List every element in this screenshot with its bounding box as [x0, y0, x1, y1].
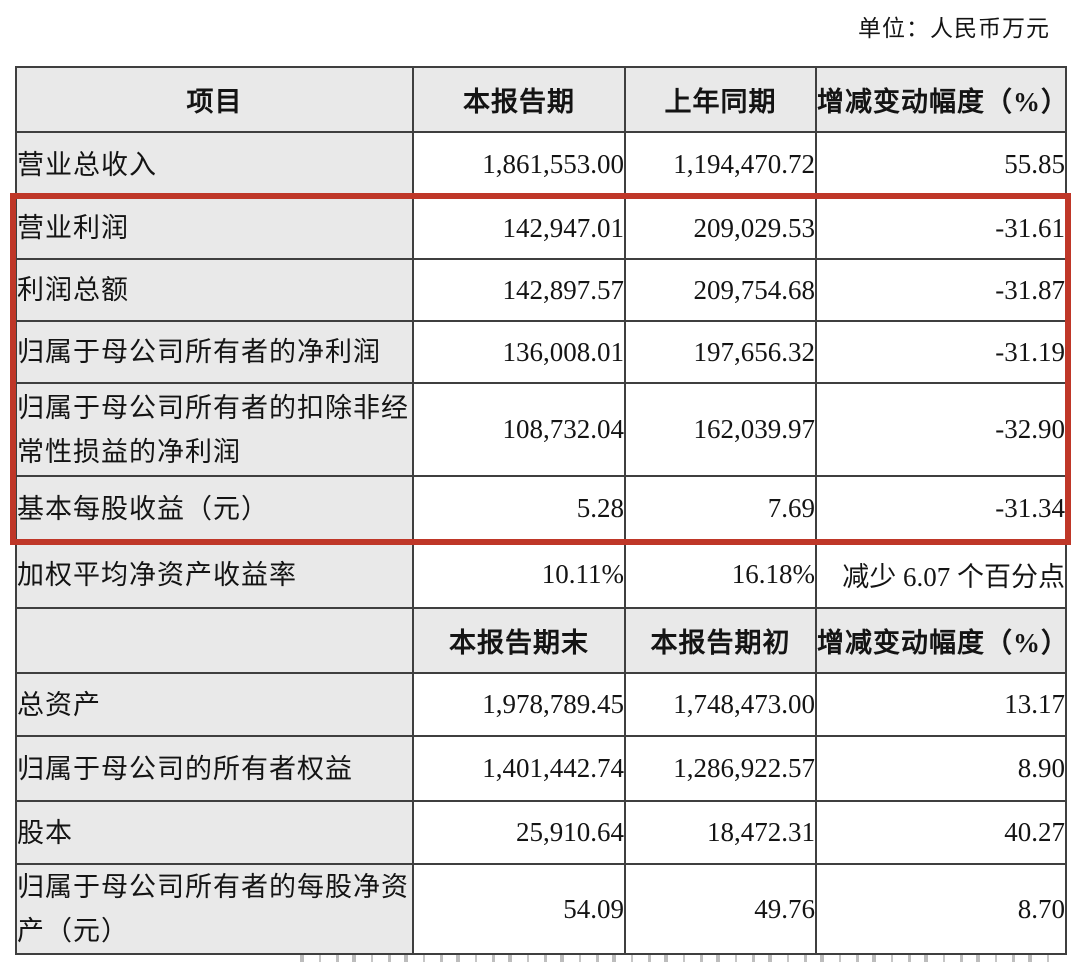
prior-value-cell: 1,194,470.72 [624, 131, 817, 198]
header-change-percent: 增减变动幅度（%） [815, 607, 1067, 674]
table-row-total-revenue: 营业总收入 1,861,553.00 1,194,470.72 55.85 [15, 131, 1067, 198]
table-row-net-profit-excl-nonrecurring: 归属于母公司所有者的扣除非经常性损益的净利润 108,732.04 162,03… [15, 382, 1067, 477]
table-row-net-profit-attributable: 归属于母公司所有者的净利润 136,008.01 197,656.32 -31.… [15, 320, 1067, 384]
table-row-net-assets-per-share: 归属于母公司所有者的每股净资产（元） 54.09 49.76 8.70 [15, 863, 1067, 955]
prior-value-cell: 49.76 [624, 863, 817, 955]
item-cell: 利润总额 [15, 258, 414, 322]
item-cell: 加权平均净资产收益率 [15, 540, 414, 609]
change-value-cell: -31.61 [815, 196, 1067, 260]
table-row-basic-eps: 基本每股收益（元） 5.28 7.69 -31.34 [15, 475, 1067, 542]
table-row-total-assets: 总资产 1,978,789.45 1,748,473.00 13.17 [15, 672, 1067, 737]
current-value-cell: 5.28 [412, 475, 626, 542]
prior-value-cell: 18,472.31 [624, 800, 817, 865]
current-value-cell: 136,008.01 [412, 320, 626, 384]
change-value-cell: 55.85 [815, 131, 1067, 198]
financial-summary-table: 项目 本报告期 上年同期 增减变动幅度（%） 营业总收入 1,861,553.0… [15, 66, 1067, 955]
item-cell: 总资产 [15, 672, 414, 737]
change-value-cell: 13.17 [815, 672, 1067, 737]
current-value-cell: 1,861,553.00 [412, 131, 626, 198]
table-row-weighted-avg-roe: 加权平均净资产收益率 10.11% 16.18% 减少 6.07 个百分点 [15, 540, 1067, 609]
prior-value-cell: 7.69 [624, 475, 817, 542]
clipped-next-line-fragments [300, 955, 1062, 962]
change-value-cell: -32.90 [815, 382, 1067, 477]
header-change-percent: 增减变动幅度（%） [815, 66, 1067, 133]
item-cell: 归属于母公司所有者的净利润 [15, 320, 414, 384]
prior-value-cell: 197,656.32 [624, 320, 817, 384]
unit-label: 单位：人民币万元 [858, 16, 1050, 41]
header-item: 项目 [15, 66, 414, 133]
change-value-cell: -31.87 [815, 258, 1067, 322]
change-value-cell: -31.19 [815, 320, 1067, 384]
table-row-owners-equity: 归属于母公司的所有者权益 1,401,442.74 1,286,922.57 8… [15, 735, 1067, 802]
current-value-cell: 142,897.57 [412, 258, 626, 322]
current-value-cell: 108,732.04 [412, 382, 626, 477]
current-value-cell: 25,910.64 [412, 800, 626, 865]
balance-header-row: 本报告期末 本报告期初 增减变动幅度（%） [15, 607, 1067, 674]
item-cell: 营业总收入 [15, 131, 414, 198]
header-current-period: 本报告期 [412, 66, 626, 133]
table-row-total-profit: 利润总额 142,897.57 209,754.68 -31.87 [15, 258, 1067, 322]
item-cell: 基本每股收益（元） [15, 475, 414, 542]
prior-value-cell: 162,039.97 [624, 382, 817, 477]
prior-value-cell: 1,286,922.57 [624, 735, 817, 802]
item-cell: 营业利润 [15, 196, 414, 260]
change-value-cell: 减少 6.07 个百分点 [815, 540, 1067, 609]
change-value-cell: 8.70 [815, 863, 1067, 955]
change-value-cell: 8.90 [815, 735, 1067, 802]
prior-value-cell: 209,754.68 [624, 258, 817, 322]
prior-value-cell: 16.18% [624, 540, 817, 609]
item-cell: 归属于母公司所有者的扣除非经常性损益的净利润 [15, 382, 414, 477]
change-value-cell: 40.27 [815, 800, 1067, 865]
current-value-cell: 10.11% [412, 540, 626, 609]
period-header-row: 项目 本报告期 上年同期 增减变动幅度（%） [15, 66, 1067, 133]
current-value-cell: 54.09 [412, 863, 626, 955]
item-cell: 归属于母公司的所有者权益 [15, 735, 414, 802]
header-period-begin: 本报告期初 [624, 607, 817, 674]
item-cell: 股本 [15, 800, 414, 865]
header-item-blank [15, 607, 414, 674]
item-cell: 归属于母公司所有者的每股净资产（元） [15, 863, 414, 955]
current-value-cell: 142,947.01 [412, 196, 626, 260]
header-period-end: 本报告期末 [412, 607, 626, 674]
table-row-operating-profit: 营业利润 142,947.01 209,029.53 -31.61 [15, 196, 1067, 260]
current-value-cell: 1,978,789.45 [412, 672, 626, 737]
prior-value-cell: 209,029.53 [624, 196, 817, 260]
header-prior-period: 上年同期 [624, 66, 817, 133]
table-row-share-capital: 股本 25,910.64 18,472.31 40.27 [15, 800, 1067, 865]
current-value-cell: 1,401,442.74 [412, 735, 626, 802]
prior-value-cell: 1,748,473.00 [624, 672, 817, 737]
change-value-cell: -31.34 [815, 475, 1067, 542]
